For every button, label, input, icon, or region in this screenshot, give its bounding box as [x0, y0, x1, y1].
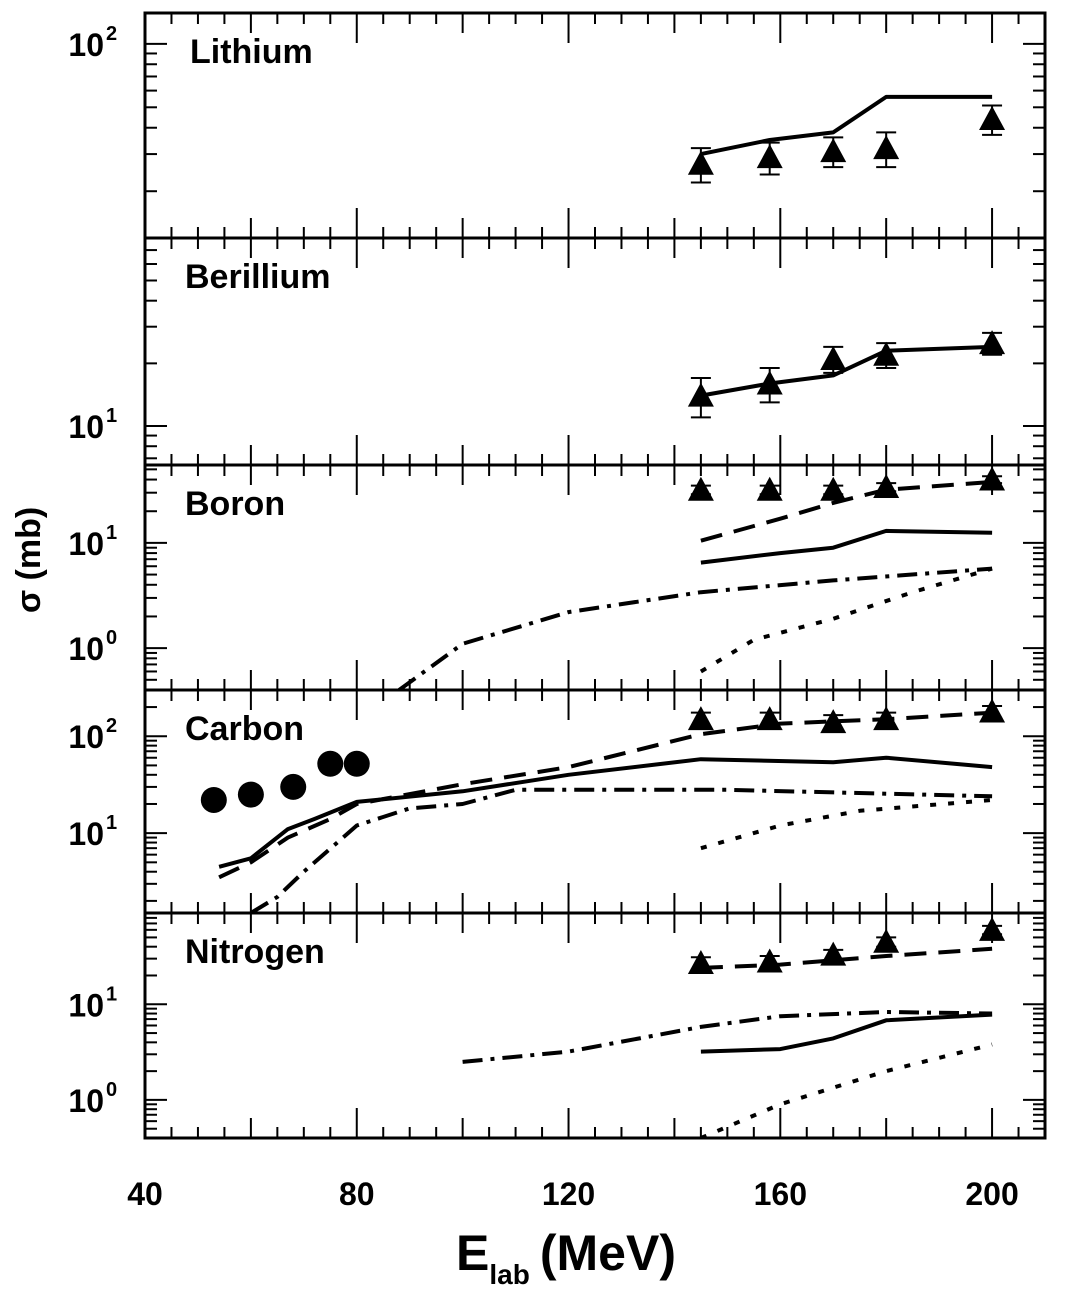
x-axis-title-unit: (MeV) — [540, 1225, 676, 1281]
y-tick-label: 10 — [68, 631, 104, 667]
series-line-dotted — [699, 566, 993, 674]
y-tick-label: 10 — [68, 27, 104, 63]
x-tick-label: 80 — [339, 1176, 375, 1212]
y-tick-label-exponent: 1 — [106, 522, 117, 544]
data-point-triangle — [820, 709, 847, 734]
y-tick-label-exponent: 1 — [106, 812, 117, 834]
series-group — [397, 466, 1006, 690]
panel-label: Lithium — [190, 33, 313, 71]
data-point-triangle — [873, 341, 900, 366]
series-line-dashdot — [249, 787, 993, 913]
series-line-dashdot — [397, 566, 993, 690]
series-line-solid — [700, 1012, 993, 1054]
y-tick-label-exponent: 0 — [106, 627, 117, 649]
series-line-solid — [700, 94, 993, 157]
x-tick-label: 120 — [542, 1176, 595, 1212]
series-line-solid — [700, 528, 993, 565]
data-point-triangle — [820, 941, 847, 966]
series-line-dashed — [218, 710, 993, 880]
x-tick-label: 160 — [754, 1176, 807, 1212]
y-tick-label-exponent: 2 — [106, 23, 117, 45]
data-point-triangle — [756, 370, 783, 395]
data-point-triangle — [979, 466, 1006, 491]
y-tick-label-exponent: 2 — [106, 715, 117, 737]
y-tick-label-exponent: 1 — [106, 983, 117, 1005]
series-line-dashed — [700, 946, 993, 970]
data-point-triangle — [873, 135, 900, 160]
series-group — [462, 916, 1006, 1138]
data-point-triangle — [873, 928, 900, 953]
panel-label: Nitrogen — [185, 933, 325, 971]
series-group — [687, 94, 1006, 184]
panel-label: Berillium — [185, 258, 330, 296]
panel-label: Carbon — [185, 710, 304, 748]
data-point-triangle — [756, 476, 783, 501]
data-point-circle — [343, 750, 370, 777]
series-line-dashed — [700, 479, 993, 543]
data-point-triangle — [820, 138, 847, 163]
data-point-triangle — [979, 330, 1006, 355]
y-tick-label: 10 — [68, 1083, 104, 1119]
y-tick-label: 10 — [68, 719, 104, 755]
y-tick-label: 10 — [68, 526, 104, 562]
y-tick-label: 10 — [68, 816, 104, 852]
data-point-triangle — [873, 473, 900, 498]
data-point-circle — [200, 786, 227, 813]
y-tick-label: 10 — [68, 409, 104, 445]
x-axis: 40 80 120 160 200 — [127, 1176, 1019, 1212]
series-line-dashdot — [462, 1010, 993, 1064]
data-point-triangle — [979, 916, 1006, 941]
y-tick-label-exponent: 0 — [106, 1079, 117, 1101]
data-point-triangle — [820, 345, 847, 370]
series-line-dotted — [700, 1042, 993, 1138]
data-point-triangle — [687, 476, 714, 501]
data-point-triangle — [687, 150, 714, 175]
x-axis-title: Elab (MeV) — [456, 1225, 676, 1290]
series-line-solid — [218, 755, 993, 869]
data-point-triangle — [756, 706, 783, 731]
data-point-triangle — [756, 144, 783, 169]
data-point-circle — [237, 781, 264, 808]
y-tick-label-exponent: 1 — [106, 405, 117, 427]
data-point-triangle — [873, 706, 900, 731]
x-tick-label: 40 — [127, 1176, 163, 1212]
x-axis-title-main: E — [456, 1225, 489, 1281]
data-point-triangle — [687, 382, 714, 407]
data-point-triangle — [979, 106, 1006, 131]
x-tick-label: 200 — [965, 1176, 1018, 1212]
series-group — [687, 330, 1006, 419]
series-line-solid — [700, 344, 993, 398]
x-axis-title-sub: lab — [489, 1259, 529, 1290]
y-tick-label: 10 — [68, 987, 104, 1023]
panel-label: Boron — [185, 485, 285, 523]
y-axis-title: σ (mb) — [10, 507, 48, 613]
data-point-triangle — [687, 706, 714, 731]
data-point-circle — [280, 773, 307, 800]
series-group — [200, 698, 1006, 913]
data-point-circle — [317, 750, 344, 777]
data-point-triangle — [820, 476, 847, 501]
data-point-triangle — [756, 948, 783, 973]
panel-berillium: 10 1 Berillium — [68, 236, 1047, 467]
data-point-triangle — [687, 950, 714, 975]
data-point-triangle — [979, 698, 1006, 723]
series-line-dotted — [700, 798, 993, 851]
panel-lithium: 10 2 Lithium — [68, 11, 1047, 240]
